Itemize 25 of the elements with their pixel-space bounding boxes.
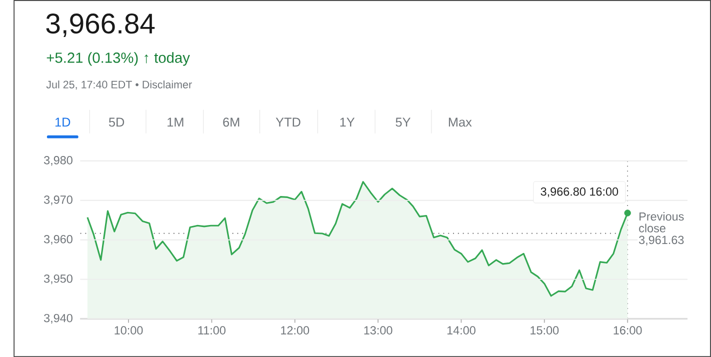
- text: 1M: [168, 118, 184, 127]
- y-tick-label: 3,980: [44, 156, 72, 166]
- ref-line-label: Previous close 3,961.63: [639, 212, 684, 246]
- text: 1Y: [340, 118, 355, 127]
- text: 5D: [108, 118, 124, 127]
- x-tick-label: 13:00: [364, 326, 392, 334]
- y-tick-label: 3,960: [44, 234, 72, 245]
- x-tick-label: 16:00: [614, 326, 642, 334]
- text: Max: [448, 118, 472, 127]
- text: Jul 25, 17:40 EDT • Disclaimer: [46, 80, 192, 90]
- chart-subtitle: +5.21 (0.13%) ↑ today: [46, 52, 190, 66]
- y-tick-label: 3,940: [44, 314, 72, 324]
- text: 1D: [55, 118, 70, 127]
- x-tick-label: 15:00: [530, 326, 559, 334]
- text: YTD: [276, 118, 300, 127]
- x-tick-label: 11:00: [198, 326, 226, 334]
- text: 5Y: [396, 118, 410, 127]
- x-tick-label: 10:00: [114, 326, 143, 334]
- annotation: 3,966.80 16:00: [540, 187, 618, 198]
- y-tick-label: 3,970: [44, 196, 72, 206]
- x-tick-label: 14:00: [447, 326, 476, 334]
- x-tick-label: 12:00: [281, 326, 310, 334]
- chart-title: 3,966.84: [46, 14, 155, 37]
- y-tick-label: 3,950: [44, 274, 72, 284]
- text: 6M: [223, 118, 240, 127]
